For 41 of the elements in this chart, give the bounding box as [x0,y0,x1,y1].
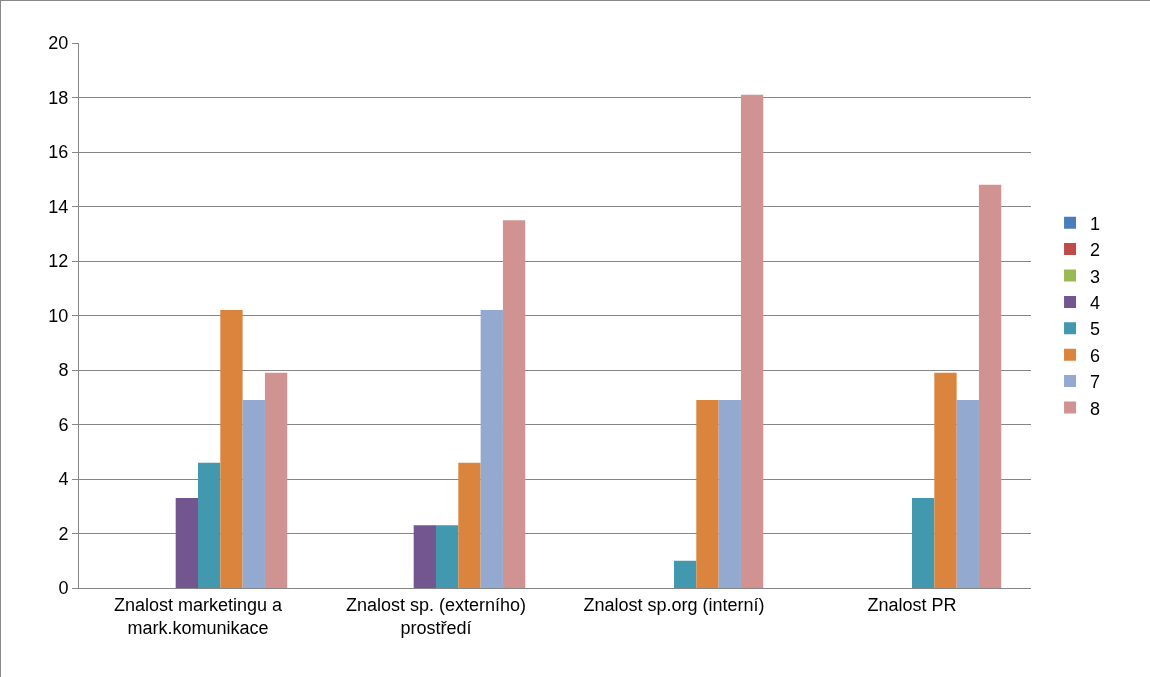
x-tick-label: Znalost sp.org (interní) [583,594,765,615]
legend-label: 7 [1090,372,1101,393]
bar [436,525,459,588]
legend-label: 8 [1090,398,1101,419]
y-tick-label: 14 [48,196,69,217]
y-tick-label: 0 [58,578,69,599]
legend-label: 3 [1090,266,1101,287]
y-tick-label: 6 [58,414,69,435]
x-tick-label: Znalost PR [867,594,957,615]
bar [740,94,764,588]
y-tick-label: 20 [48,33,69,54]
bar [912,498,935,588]
bar [480,310,503,588]
bar [264,372,288,588]
bar [175,498,198,588]
y-tick-label: 18 [48,87,69,108]
x-tick-label: Znalost sp. (externího) prostředí [345,594,527,638]
y-tick-label: 2 [58,523,69,544]
bar [674,560,697,588]
bar [242,399,265,588]
legend-label: 5 [1090,319,1101,340]
y-tick-label: 12 [48,251,69,272]
y-tick-label: 8 [58,360,69,381]
bar [718,399,741,588]
bar [934,372,957,588]
y-tick-label: 10 [48,305,69,326]
bar [502,220,526,588]
legend-label: 2 [1090,240,1101,261]
bar [458,462,481,588]
bar [198,462,221,588]
y-tick-label: 16 [48,142,69,163]
legend-label: 4 [1090,292,1101,313]
bar [956,399,979,588]
bar [978,184,1002,588]
legend-label: 1 [1090,213,1101,234]
x-tick-label: Znalost marketingu a mark.komunikace [113,594,284,638]
bar [220,310,243,588]
bar [413,525,436,588]
legend-label: 6 [1090,345,1101,366]
bar [696,399,719,588]
y-tick-label: 4 [58,469,69,490]
